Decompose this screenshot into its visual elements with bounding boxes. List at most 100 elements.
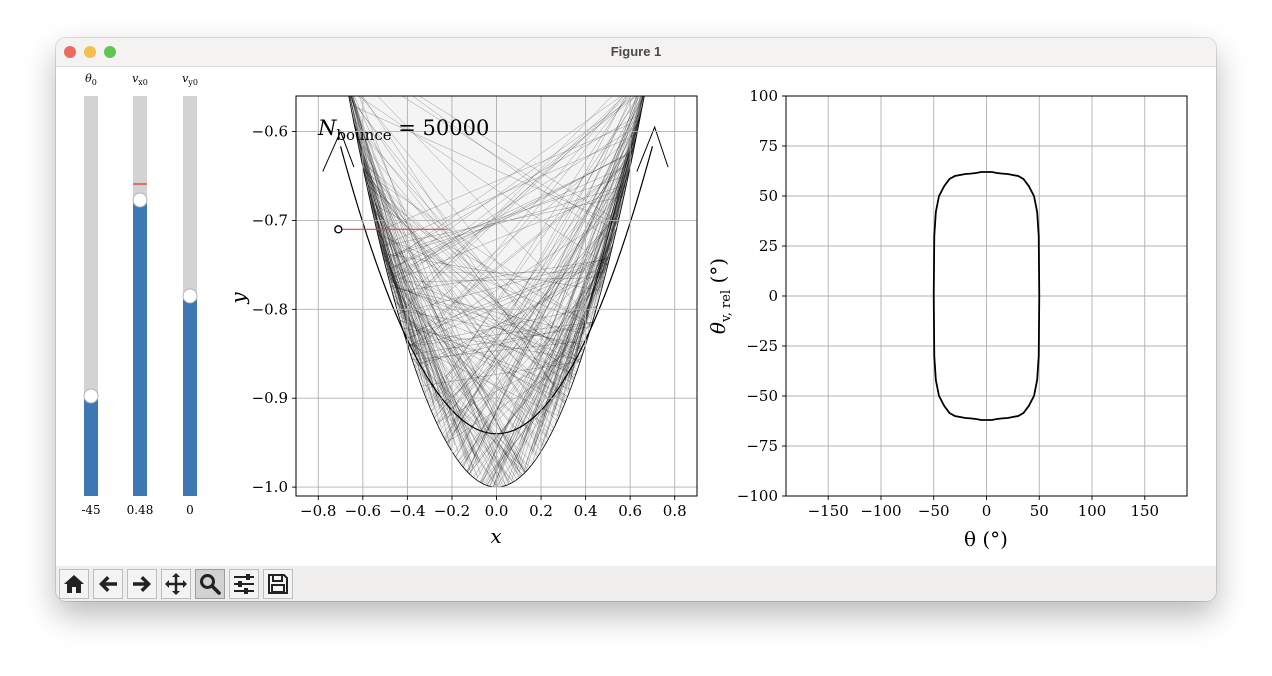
trajectory-segment [519,96,644,446]
slider-handle[interactable] [83,388,99,404]
trajectory-segment [427,96,641,404]
trajectory-segment [412,96,614,243]
trajectory-segment [350,96,455,432]
configure-subplots-icon [234,574,254,594]
trajectory-segment [351,113,398,311]
trajectory-segment [378,238,520,478]
trajectory-segment [567,96,641,392]
trajectory-segment [507,169,630,481]
trajectory-segment [554,115,641,411]
trajectory-segment [390,96,638,288]
slider-handle[interactable] [132,192,148,208]
trajectory-segment [433,185,627,416]
initial-position-marker[interactable] [334,225,343,234]
y-tick-label: 100 [749,87,778,105]
y-tick-label: −50 [746,387,778,405]
forward-arrow-icon [133,576,151,592]
slider-fill [84,396,98,496]
trajectory-segment [355,133,386,233]
trajectory-segment [356,137,571,391]
trajectory-segment [526,96,644,469]
trajectory-segment [380,247,480,464]
slider-label: θ0 [85,72,97,87]
trajectory-segment [429,96,628,407]
slider-label: vx0 [132,72,148,87]
trajectory-segment [349,96,566,402]
trajectory-segment [350,96,481,475]
x-tick-label: 0.4 [574,502,598,520]
trajectory-segment [377,119,640,232]
billiard-trajectory-axes[interactable]: −0.8 −0.6 −0.4 −0.2 0.0 0.2 0.4 0.6 0.8 −1.0 −0.9 −… [226,66,698,548]
slider-handle[interactable] [182,288,198,304]
trajectory-segment [366,185,584,352]
trajectory-segment [358,147,435,404]
trajectory-segment [382,253,602,291]
slider-0[interactable]: θ0 -45 [81,72,100,517]
x-tick-label: 0 [982,502,992,520]
x-tick-label: −0.4 [389,502,425,520]
trajectory-segment [376,229,393,280]
forward-button[interactable] [127,569,157,599]
trajectory-segment [467,117,641,472]
y-tick-label: 25 [759,237,778,255]
trajectory-segment [401,96,617,232]
configure-subplots-button[interactable] [229,569,259,599]
trajectory-segment [405,158,633,341]
trajectory-segment [486,330,591,486]
x-tick-label: 0.0 [485,502,509,520]
trajectory-segment [367,191,574,381]
trajectory-segment [385,96,622,266]
trajectory-segment [469,308,597,474]
trajectory-segment [493,142,636,487]
trajectory-segment [419,96,619,222]
trajectory-segment [518,124,639,473]
axes-frame [295,95,698,497]
slider-1[interactable]: vx0 0.48 [127,72,154,517]
trajectory-segment [370,203,391,253]
trajectory-segment [591,111,642,303]
trajectory-segment [362,166,429,405]
phase-space-curve [932,171,1041,421]
slider-value: -45 [81,503,100,517]
trajectory-segment [447,96,634,445]
trajectory-segment [362,167,575,379]
back-button[interactable] [93,569,123,599]
trajectory-segment [598,152,634,285]
trajectory-segment [479,181,628,483]
trajectory-segment [398,96,628,316]
pan-button[interactable] [161,569,191,599]
slider-2[interactable]: vy0 0 [182,72,198,517]
y-tick-label: 75 [759,137,778,155]
y-tick-label: −0.7 [252,211,288,229]
minimize-window-button[interactable] [84,46,96,58]
trajectory-segment [582,97,645,331]
trajectory-cusp [636,125,669,172]
zoom-window-button[interactable] [104,46,116,58]
x-tick-label: −0.6 [345,502,381,520]
trajectory-segment [380,134,637,247]
trajectory-segment [377,215,382,235]
trajectory-segment [410,326,592,355]
x-tick-label: 0.6 [618,502,642,520]
trajectory-segment [387,273,538,457]
trajectory-segment [444,96,626,440]
close-window-button[interactable] [64,46,76,58]
trajectory-segment [481,229,617,484]
y-tick-label: 0 [768,287,778,305]
phase-space-axes[interactable]: −150 −100 −50 0 50 100 150 −100 −75 −50 −25 0 25 50 75… [706,87,1188,551]
trajectory-segment [351,96,504,487]
trajectory-segment [493,96,638,488]
plot-area [932,171,1041,421]
y-tick-label: 50 [759,187,778,205]
trajectory-segment [511,96,637,480]
figure-canvas: θ0 -45 vx0 0.48 vy0 0 −0.8 −0.6 −0.4 −0.2 0.0 0.2 0… [81,66,1188,551]
home-button[interactable] [59,569,89,599]
y-tick-label: −0.6 [252,123,288,141]
zoom-button[interactable] [195,569,225,599]
trajectory-segment [482,96,644,484]
trajectory-segment [539,254,611,453]
trajectory-segment [446,165,631,443]
save-button[interactable] [263,569,293,599]
x-tick-label: 50 [1030,502,1049,520]
save-figure-icon [268,574,288,594]
